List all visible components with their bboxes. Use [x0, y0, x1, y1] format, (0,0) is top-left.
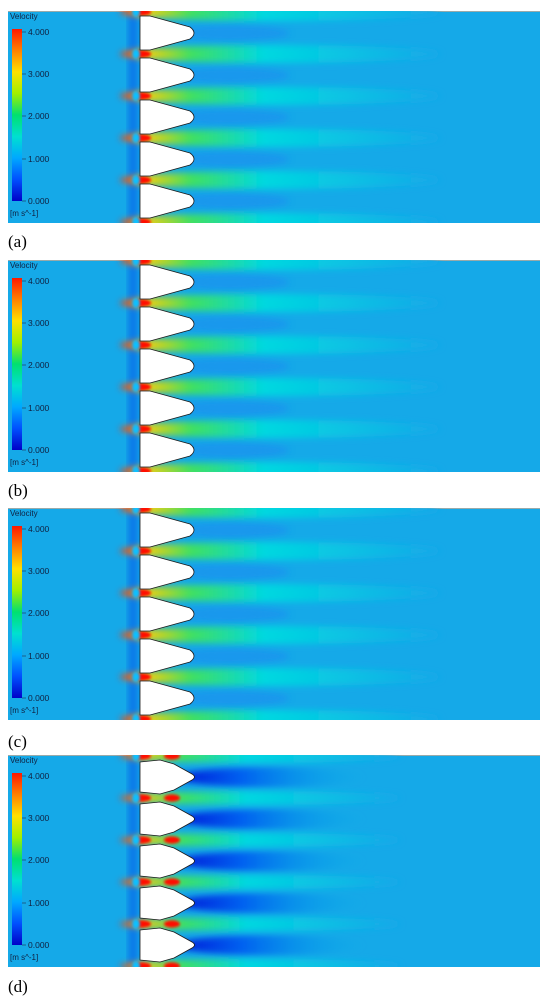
- legend-title: Velocity: [10, 509, 38, 518]
- colorbar: [12, 773, 22, 945]
- legend-title: Velocity: [10, 12, 38, 21]
- obstacle-row: [139, 759, 195, 963]
- caption-c: (c): [8, 732, 27, 751]
- contour-panel-d: Velocity 4.000 3.000 2.000 1.000 0.000 [m s^-1…: [8, 755, 540, 967]
- obstacle-body: [139, 348, 195, 384]
- legend-unit: [m s^-1]: [10, 458, 38, 467]
- colorbar-tick-label: 0.000: [28, 693, 50, 703]
- colorbar-tick-label: 3.000: [28, 318, 50, 328]
- contour-panel-a: Velocity 4.000 3.000 2.000 1.000 0.000 [m s^-1…: [8, 11, 540, 223]
- contour-panel-c: Velocity 4.000 3.000 2.000 1.000 0.000 [m s^-1…: [8, 508, 540, 720]
- caption-b: (b): [8, 481, 28, 500]
- obstacle-body: [139, 638, 195, 674]
- obstacle-body: [139, 554, 195, 590]
- obstacle-body: [139, 390, 195, 426]
- flow-field: [120, 755, 400, 967]
- colorbar-tick-label: 4.000: [28, 27, 50, 37]
- colorbar-tick-label: 1.000: [28, 898, 50, 908]
- flow-field: [120, 260, 440, 472]
- legend-unit: [m s^-1]: [10, 706, 38, 715]
- colorbar-tick-label: 0.000: [28, 196, 50, 206]
- obstacle-row: [139, 512, 195, 716]
- obstacle-body: [139, 885, 195, 921]
- obstacle-body: [139, 264, 195, 300]
- flow-field: [120, 508, 440, 720]
- colorbar-tick-label: 4.000: [28, 524, 50, 534]
- caption-a: (a): [8, 232, 27, 251]
- obstacle-body: [139, 306, 195, 342]
- velocity-legend: Velocity 4.000 3.000 2.000 1.000 0.000 [m s^-1…: [10, 12, 50, 218]
- obstacle-body: [139, 183, 195, 219]
- flow-field: [120, 11, 440, 223]
- obstacle-body: [139, 843, 195, 879]
- obstacle-body: [139, 596, 195, 632]
- colorbar-tick-label: 3.000: [28, 813, 50, 823]
- obstacle-body: [139, 57, 195, 93]
- obstacle-body: [139, 927, 195, 963]
- colorbar-tick-label: 2.000: [28, 111, 50, 121]
- legend-unit: [m s^-1]: [10, 953, 38, 962]
- colorbar-tick-label: 1.000: [28, 651, 50, 661]
- colorbar: [12, 29, 22, 201]
- obstacle-body: [139, 99, 195, 135]
- colorbar-tick-label: 2.000: [28, 855, 50, 865]
- colorbar-tick-label: 2.000: [28, 360, 50, 370]
- caption-d: (d): [8, 977, 28, 996]
- colorbar-tick-label: 3.000: [28, 566, 50, 576]
- colorbar-tick-label: 1.000: [28, 154, 50, 164]
- velocity-legend: Velocity 4.000 3.000 2.000 1.000 0.000 [m s^-1…: [10, 509, 50, 715]
- contour-panel-b: Velocity 4.000 3.000 2.000 1.000 0.000 [m s^-1…: [8, 260, 540, 472]
- velocity-legend: Velocity 4.000 3.000 2.000 1.000 0.000 [m s^-1…: [10, 756, 50, 962]
- velocity-contour-d: Velocity 4.000 3.000 2.000 1.000 0.000 [m s^-1…: [8, 755, 540, 967]
- colorbar-tick-label: 4.000: [28, 276, 50, 286]
- colorbar-tick-label: 2.000: [28, 608, 50, 618]
- colorbar-tick-label: 0.000: [28, 940, 50, 950]
- velocity-legend: Velocity 4.000 3.000 2.000 1.000 0.000 [m s^-1…: [10, 261, 50, 467]
- obstacle-body: [139, 141, 195, 177]
- obstacle-body: [139, 801, 195, 837]
- obstacle-body: [139, 15, 195, 51]
- obstacle-body: [139, 759, 195, 795]
- colorbar-tick-label: 1.000: [28, 403, 50, 413]
- colorbar-tick-label: 3.000: [28, 69, 50, 79]
- obstacle-row: [139, 264, 195, 468]
- velocity-contour-b: Velocity 4.000 3.000 2.000 1.000 0.000 [m s^-1…: [8, 260, 540, 472]
- obstacle-body: [139, 680, 195, 716]
- velocity-contour-c: Velocity 4.000 3.000 2.000 1.000 0.000 [m s^-1…: [8, 508, 540, 720]
- velocity-contour-a: Velocity 4.000 3.000 2.000 1.000 0.000 [m s^-1…: [8, 11, 540, 223]
- obstacle-body: [139, 512, 195, 548]
- colorbar-tick-label: 0.000: [28, 445, 50, 455]
- legend-title: Velocity: [10, 261, 38, 270]
- colorbar-tick-label: 4.000: [28, 771, 50, 781]
- colorbar: [12, 278, 22, 450]
- colorbar: [12, 526, 22, 698]
- obstacle-body: [139, 432, 195, 468]
- obstacle-row: [139, 15, 195, 219]
- legend-unit: [m s^-1]: [10, 209, 38, 218]
- legend-title: Velocity: [10, 756, 38, 765]
